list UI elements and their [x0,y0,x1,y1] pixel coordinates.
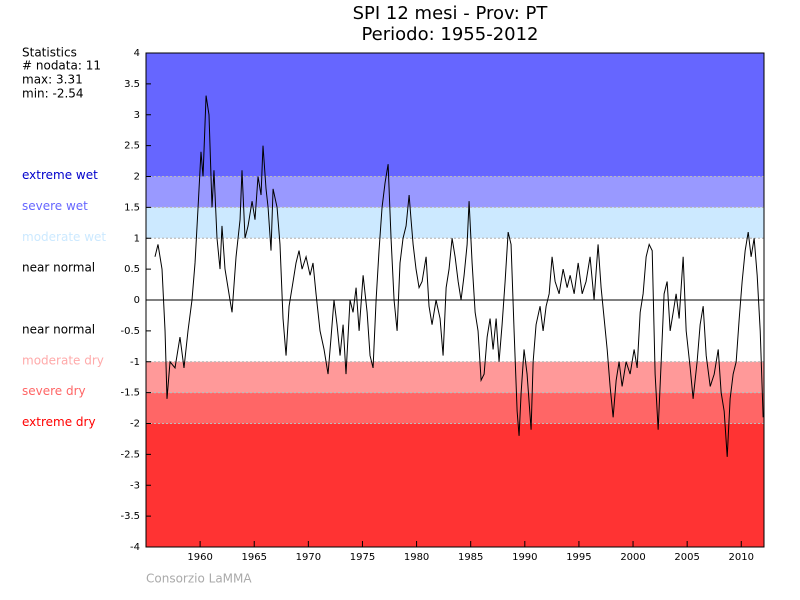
x-tick-label: 1980 [404,552,429,563]
x-tick-label: 1970 [296,552,321,563]
class-label: near normal [22,261,95,275]
y-tick-label: -1.5 [120,388,140,399]
stats-line: min: -2.54 [22,87,84,101]
x-tick-label: 1965 [242,552,267,563]
y-tick-label: 1.5 [124,202,140,213]
y-tick-label: -0.5 [120,326,140,337]
class-band [146,361,764,393]
x-tick-label: 1995 [566,552,591,563]
class-label: severe dry [22,384,86,398]
class-band [146,423,764,547]
y-tick-label: -2 [130,419,140,430]
y-tick-label: 3.5 [124,79,140,90]
y-tick-label: -3 [130,480,140,491]
x-tick-label: 1985 [458,552,483,563]
class-label: near normal [22,322,95,336]
x-tick-label: 1960 [187,552,212,563]
y-tick-label: 0 [134,295,140,306]
stats-title: Statistics [22,46,77,60]
y-tick-label: 2 [134,172,140,183]
stats-line: max: 3.31 [22,73,83,87]
y-tick-label: 4 [134,48,140,59]
spi-line [154,95,764,457]
class-label: severe wet [22,199,88,213]
class-label: extreme wet [22,168,98,182]
y-tick-label: -1 [130,357,140,368]
plot-frame [145,52,765,548]
class-label: moderate wet [22,230,106,244]
class-label: moderate dry [22,353,104,367]
y-tick-label: 2.5 [124,141,140,152]
x-tick-label: 1990 [512,552,537,563]
x-tick-label: 2010 [729,552,754,563]
class-band [146,392,764,424]
x-tick-label: 1975 [350,552,375,563]
y-tick-label: -2.5 [120,449,140,460]
y-tick-label: -4 [130,542,140,553]
x-tick-label: 2005 [674,552,699,563]
chart-subtitle: Periodo: 1955-2012 [361,24,538,45]
class-band [146,176,764,208]
y-tick-label: -3.5 [120,511,140,522]
y-tick-label: 0.5 [124,264,140,275]
class-label: extreme dry [22,415,96,429]
class-band [146,53,764,177]
x-tick-label: 2000 [620,552,645,563]
stats-line: # nodata: 11 [22,59,101,73]
y-tick-label: 3 [134,110,140,121]
chart-title: SPI 12 mesi - Prov: PT [353,3,549,24]
credit: Consorzio LaMMA [146,572,252,586]
class-band [146,300,764,362]
y-tick-label: 1 [134,233,140,244]
class-band [146,238,764,300]
